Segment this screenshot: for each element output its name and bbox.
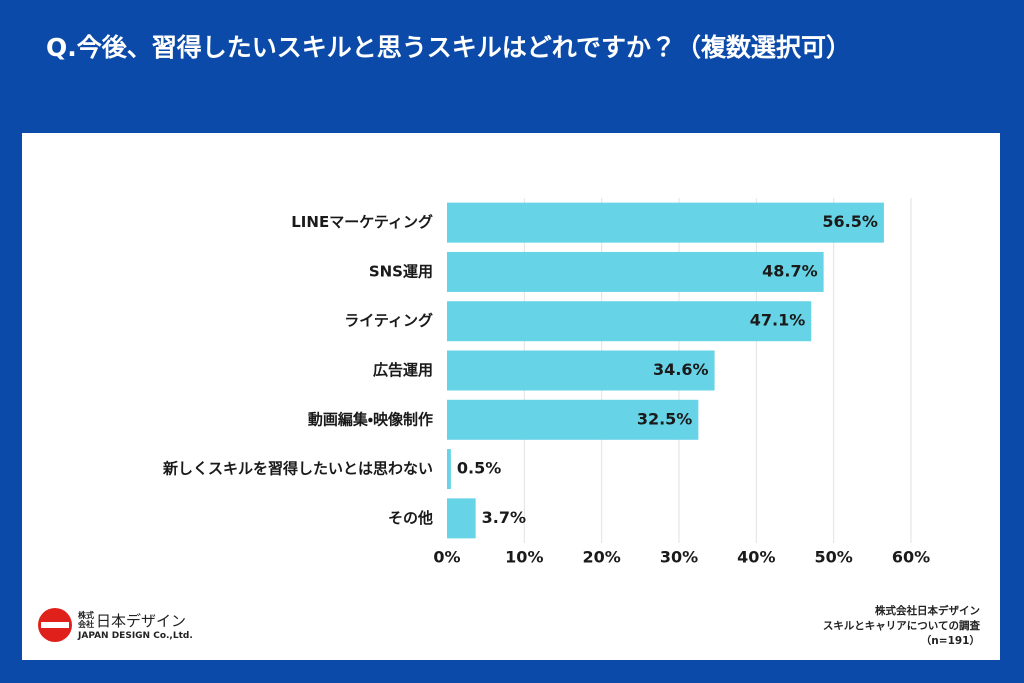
value-label: 48.7% <box>762 261 818 280</box>
bar <box>447 399 699 440</box>
value-label: 3.7% <box>482 508 526 527</box>
value-label: 32.5% <box>637 409 693 428</box>
y-tick-label: 新しくスキルを習得したいとは思わない <box>162 460 433 478</box>
logo: 株式会社 日本デザイン JAPAN DESIGN Co.,Ltd. <box>38 608 193 642</box>
logo-mark <box>38 608 72 642</box>
y-tick-label: LINEマーケティング <box>291 213 433 231</box>
bar <box>447 301 812 342</box>
x-tick-label: 50% <box>815 548 853 567</box>
x-tick-label: 30% <box>660 548 698 567</box>
y-tick-label: ライティング <box>344 312 433 330</box>
bar <box>447 449 451 490</box>
source-line: 株式会社日本デザイン <box>875 605 980 617</box>
source: 株式会社日本デザイン スキルとキャリアについての調査 （n=191） <box>823 604 980 649</box>
source-line: スキルとキャリアについての調査 <box>822 620 980 632</box>
chart-title: Q.今後、習得したいスキルと思うスキルはどれですか？（複数選択可） <box>46 33 852 62</box>
logo-english: JAPAN DESIGN Co.,Ltd. <box>78 630 193 641</box>
bar <box>447 498 476 539</box>
bar <box>447 202 884 243</box>
logo-row: 株式会社 日本デザイン <box>78 610 193 631</box>
y-tick-label: 広告運用 <box>373 361 433 379</box>
value-label: 0.5% <box>457 459 501 478</box>
y-tick-label: SNS運用 <box>369 262 433 280</box>
logo-prefix: 株式会社 <box>78 611 94 629</box>
x-tick-label: 20% <box>583 548 621 567</box>
value-label: 56.5% <box>822 212 878 231</box>
x-tick-label: 10% <box>505 548 543 567</box>
bar <box>447 251 824 292</box>
value-label: 47.1% <box>750 311 806 330</box>
logo-name: 日本デザイン <box>96 611 187 630</box>
bar <box>447 350 715 391</box>
x-tick-label: 60% <box>892 548 930 567</box>
x-tick-label: 40% <box>737 548 775 567</box>
x-tick-label: 0% <box>433 548 460 567</box>
source-line: （n=191） <box>920 635 980 647</box>
y-tick-label: その他 <box>388 509 433 527</box>
value-label: 34.6% <box>653 360 709 379</box>
y-tick-label: 動画編集・映像制作 <box>308 410 433 428</box>
